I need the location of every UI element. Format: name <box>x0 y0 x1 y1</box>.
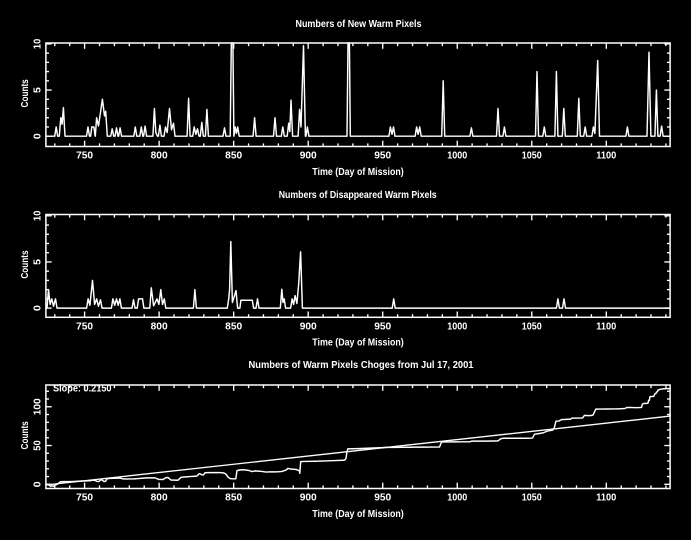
svg-text:100: 100 <box>31 398 43 415</box>
svg-text:0: 0 <box>31 133 43 139</box>
svg-text:Numbers of Warm Pixels Choges: Numbers of Warm Pixels Choges from Jul 1… <box>249 359 474 371</box>
svg-text:Counts: Counts <box>19 250 31 278</box>
svg-text:800: 800 <box>151 492 168 504</box>
svg-text:Slope: 0.2150: Slope: 0.2150 <box>53 383 112 394</box>
svg-text:Time (Day of Mission): Time (Day of Mission) <box>312 166 404 178</box>
svg-text:800: 800 <box>151 150 168 162</box>
svg-text:0: 0 <box>31 305 43 311</box>
svg-text:950: 950 <box>374 492 391 504</box>
svg-text:750: 750 <box>76 321 93 333</box>
svg-text:900: 900 <box>300 492 317 504</box>
svg-text:50: 50 <box>31 440 43 451</box>
svg-text:1100: 1100 <box>596 321 616 333</box>
svg-text:950: 950 <box>374 150 391 162</box>
svg-text:1100: 1100 <box>596 492 616 504</box>
svg-text:950: 950 <box>374 321 391 333</box>
svg-text:Counts: Counts <box>19 421 31 449</box>
svg-text:850: 850 <box>225 492 242 504</box>
svg-text:1100: 1100 <box>596 150 616 162</box>
svg-text:1050: 1050 <box>522 492 542 504</box>
svg-text:750: 750 <box>76 492 93 504</box>
svg-text:800: 800 <box>151 321 168 333</box>
svg-text:900: 900 <box>300 321 317 333</box>
svg-text:5: 5 <box>31 259 43 265</box>
svg-text:1000: 1000 <box>447 492 467 504</box>
svg-text:10: 10 <box>31 210 43 221</box>
svg-text:900: 900 <box>300 150 317 162</box>
svg-text:850: 850 <box>225 321 242 333</box>
svg-text:850: 850 <box>225 150 242 162</box>
svg-text:1000: 1000 <box>447 150 467 162</box>
svg-text:1050: 1050 <box>522 150 542 162</box>
svg-text:1000: 1000 <box>447 321 467 333</box>
svg-text:Numbers of Disappeared Warm Pi: Numbers of Disappeared Warm Pixels <box>279 189 437 201</box>
svg-text:0: 0 <box>31 481 43 487</box>
svg-text:1050: 1050 <box>522 321 542 333</box>
svg-text:Numbers of New Warm Pixels: Numbers of New Warm Pixels <box>296 18 422 30</box>
svg-text:Counts: Counts <box>19 79 31 107</box>
svg-text:750: 750 <box>76 150 93 162</box>
svg-text:Time (Day of Mission): Time (Day of Mission) <box>312 337 404 349</box>
svg-text:5: 5 <box>31 87 43 93</box>
svg-text:10: 10 <box>31 39 43 50</box>
svg-text:Time (Day of Mission): Time (Day of Mission) <box>312 508 404 520</box>
